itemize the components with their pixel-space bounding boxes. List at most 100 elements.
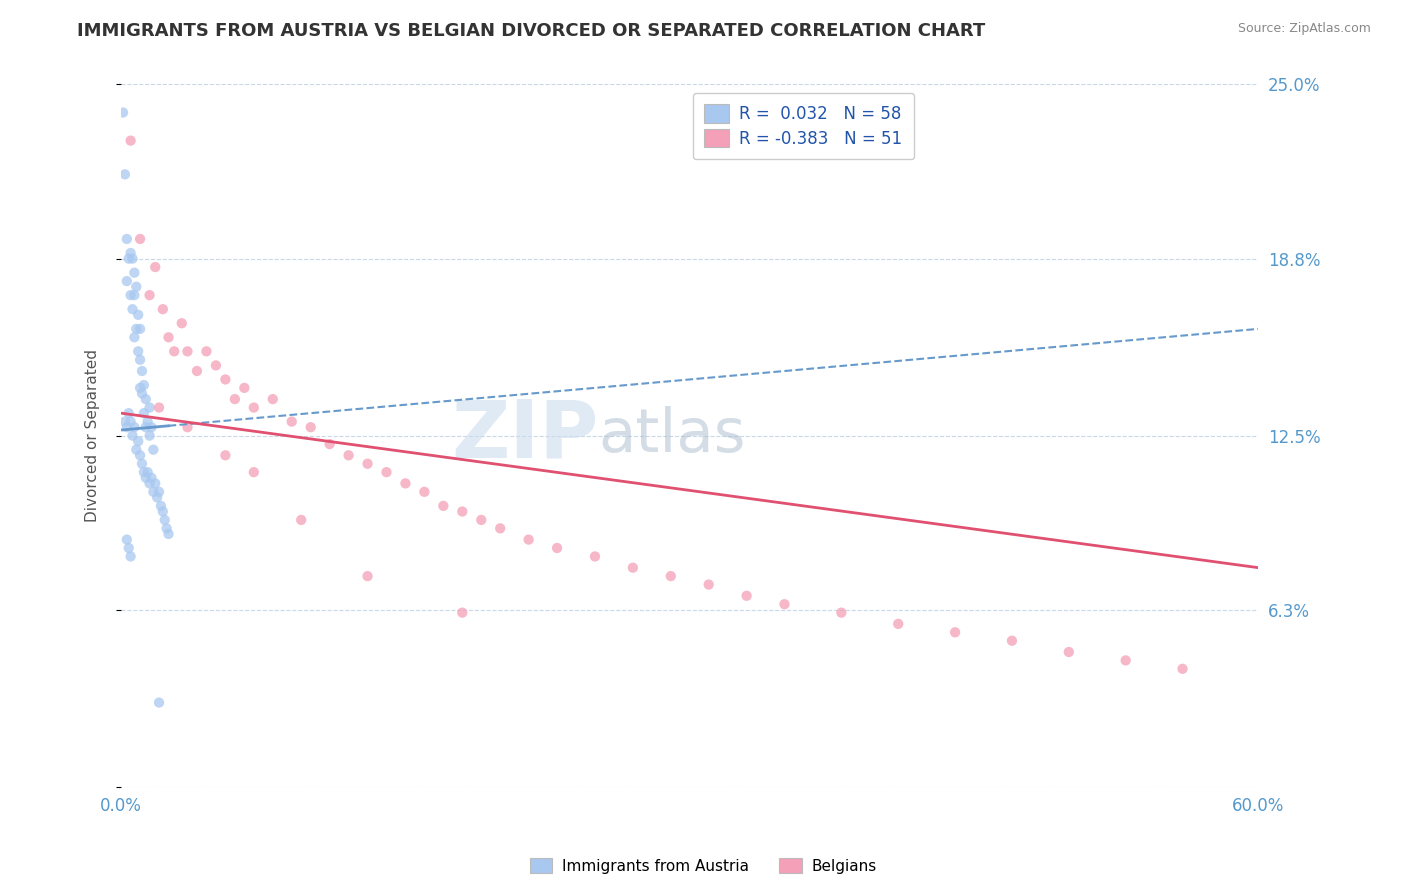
Point (129, 322, 152, 336)
Point (135, 471, 157, 485)
Point (136, 465, 159, 479)
Point (131, 364, 153, 378)
Point (195, 344, 218, 359)
Point (830, 606, 852, 620)
Point (125, 279, 148, 293)
Point (290, 513, 312, 527)
Point (121, 302, 143, 317)
Point (118, 541, 141, 555)
Point (1115, 653, 1137, 667)
Point (141, 471, 163, 485)
Point (152, 504, 174, 518)
Point (517, 533, 540, 547)
Point (115, 274, 138, 288)
Point (943, 625, 966, 640)
Point (121, 428, 143, 442)
Point (170, 316, 193, 330)
Point (114, 415, 136, 429)
Point (114, 167, 136, 181)
Point (233, 381, 256, 395)
Point (143, 476, 166, 491)
Point (546, 541, 568, 555)
Point (157, 527, 180, 541)
Point (118, 406, 141, 420)
Point (243, 465, 266, 479)
Point (697, 577, 720, 591)
Point (262, 392, 284, 406)
Point (451, 504, 474, 518)
Text: Source: ZipAtlas.com: Source: ZipAtlas.com (1237, 22, 1371, 36)
Point (451, 606, 474, 620)
Point (152, 302, 174, 317)
Point (118, 252, 141, 266)
Point (124, 330, 146, 344)
Point (375, 465, 398, 479)
Point (243, 401, 266, 415)
Point (115, 420, 138, 434)
Point (131, 386, 153, 401)
Point (394, 476, 416, 491)
Point (127, 308, 149, 322)
Point (120, 134, 142, 148)
Point (142, 442, 165, 457)
Point (138, 288, 160, 302)
Point (138, 428, 160, 442)
Point (124, 266, 146, 280)
Point (356, 569, 378, 583)
Point (120, 549, 142, 564)
Point (125, 442, 148, 457)
Point (318, 437, 340, 451)
Point (129, 232, 152, 246)
Point (176, 344, 198, 359)
Text: IMMIGRANTS FROM AUSTRIA VS BELGIAN DIVORCED OR SEPARATED CORRELATION CHART: IMMIGRANTS FROM AUSTRIA VS BELGIAN DIVOR… (77, 22, 986, 40)
Point (470, 513, 492, 527)
Point (135, 420, 157, 434)
Point (413, 484, 436, 499)
Point (299, 420, 322, 434)
Point (129, 448, 152, 462)
Point (146, 491, 169, 505)
Point (124, 288, 146, 302)
Point (157, 330, 180, 344)
Point (773, 597, 796, 611)
Point (142, 484, 165, 499)
Point (214, 372, 236, 386)
Point (120, 415, 142, 429)
Point (163, 344, 186, 359)
Point (129, 381, 152, 395)
Point (735, 589, 758, 603)
Point (148, 696, 170, 710)
Point (121, 252, 143, 266)
Point (149, 499, 172, 513)
Point (115, 232, 138, 246)
Point (132, 406, 155, 420)
Point (156, 521, 179, 535)
Point (138, 476, 160, 491)
Point (1057, 645, 1080, 659)
Point (1171, 662, 1194, 676)
Point (115, 533, 138, 547)
Point (124, 420, 146, 434)
Point (131, 457, 153, 471)
Point (127, 344, 149, 359)
Point (148, 401, 170, 415)
Point (356, 457, 378, 471)
Point (148, 484, 170, 499)
Point (125, 322, 148, 336)
Point (186, 364, 208, 378)
Point (280, 415, 302, 429)
Point (489, 521, 512, 535)
Point (132, 378, 155, 392)
Point (214, 448, 236, 462)
Text: atlas: atlas (599, 406, 747, 465)
Text: ZIP: ZIP (451, 397, 599, 475)
Point (141, 420, 163, 434)
Legend: Immigrants from Austria, Belgians: Immigrants from Austria, Belgians (523, 852, 883, 880)
Point (143, 260, 166, 274)
Point (659, 569, 682, 583)
Point (112, 105, 135, 120)
Point (887, 616, 910, 631)
Point (120, 246, 142, 260)
Point (127, 434, 149, 449)
Point (432, 499, 454, 513)
